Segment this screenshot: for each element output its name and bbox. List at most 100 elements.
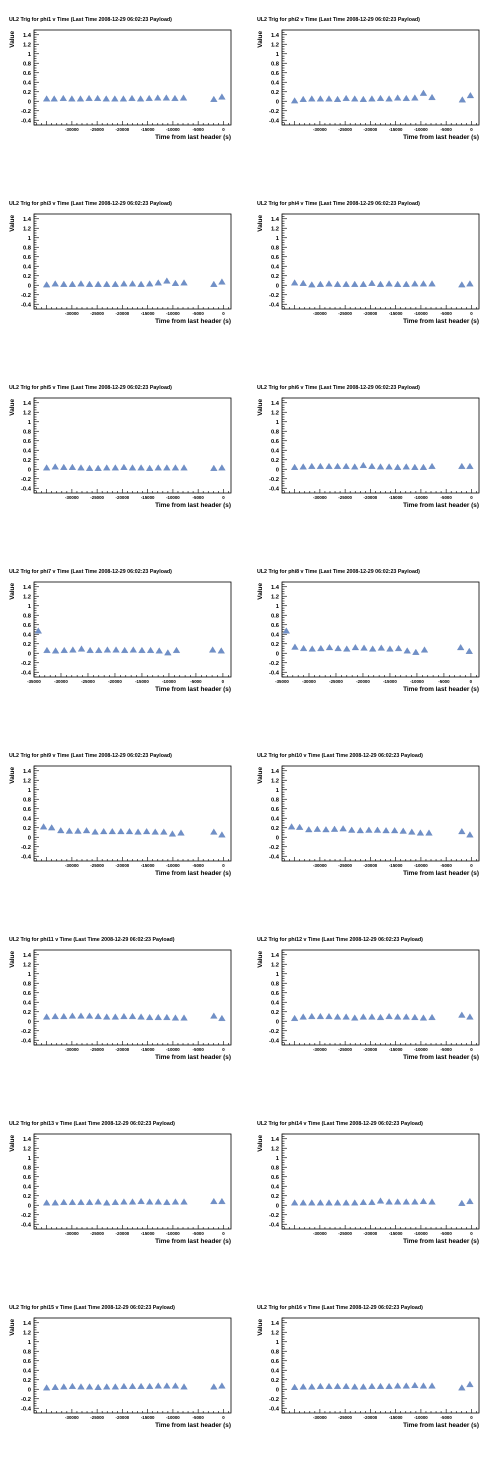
x-tick-label: -5000 <box>441 311 453 316</box>
data-point <box>43 646 51 653</box>
y-tick-label: -0.2 <box>269 1213 279 1219</box>
data-point <box>308 1383 316 1390</box>
data-point <box>316 95 325 102</box>
data-point <box>333 1013 342 1020</box>
x-axis-label: Time from last header (s) <box>155 1054 231 1061</box>
chart-panel: UL2 Trig for phi4 v Time (Last Time 2008… <box>248 184 496 368</box>
y-tick-label: 1.4 <box>23 769 32 775</box>
x-tick-label: 0 <box>222 1047 225 1052</box>
y-tick-label: 0.8 <box>23 1349 32 1355</box>
plot-frame <box>33 213 232 310</box>
data-point <box>91 828 99 835</box>
y-tick-label: 0.2 <box>23 458 31 464</box>
x-tick-label: -15000 <box>389 495 403 500</box>
x-tick-label: -35000 <box>27 679 41 684</box>
chart-svg: UL2 Trig for phi6 v Time (Last Time 2008… <box>257 385 480 509</box>
y-axis-label: Value <box>257 767 264 784</box>
x-tick-label: -20000 <box>116 863 130 868</box>
data-point <box>458 1199 466 1206</box>
data-point <box>43 464 51 471</box>
plot-frame <box>33 1317 232 1414</box>
y-tick-label: 0.8 <box>23 613 32 619</box>
data-point <box>376 1197 385 1204</box>
data-point <box>342 280 350 287</box>
data-point <box>103 1013 111 1020</box>
chart-panel: UL2 Trig for phi16 v Time (Last Time 200… <box>248 1288 496 1472</box>
data-point <box>179 94 188 101</box>
y-tick-label: 1 <box>276 52 280 58</box>
data-point <box>146 1382 154 1389</box>
data-point <box>60 463 68 470</box>
data-point <box>385 95 393 102</box>
y-axis-label: Value <box>257 1319 264 1336</box>
data-point <box>119 95 128 102</box>
y-tick-label: 0.6 <box>271 255 280 261</box>
y-tick-label: 1 <box>276 1156 280 1162</box>
data-point <box>348 826 356 833</box>
y-tick-label: -0.2 <box>21 1397 31 1403</box>
data-point <box>57 827 65 834</box>
data-point <box>466 280 474 287</box>
x-tick-label: 0 <box>222 863 225 868</box>
data-point <box>402 1198 410 1205</box>
data-point <box>103 280 111 287</box>
data-point <box>325 1013 333 1020</box>
x-tick-label: -25000 <box>338 1047 352 1052</box>
y-tick-label: 0.8 <box>271 1165 280 1171</box>
y-tick-label: 0 <box>276 1387 279 1393</box>
y-tick-label: 0 <box>28 1203 31 1209</box>
y-tick-label: -0.4 <box>21 118 32 124</box>
data-point <box>419 89 428 96</box>
data-point <box>218 1197 226 1204</box>
x-tick-label: -25000 <box>90 863 104 868</box>
data-point <box>51 647 60 654</box>
chart-svg: UL2 Trig for phi1 v Time (Last Time 2008… <box>9 17 232 141</box>
data-point <box>458 1384 466 1391</box>
y-tick-label: -0.4 <box>269 1038 280 1044</box>
x-tick-label: -15000 <box>141 863 155 868</box>
data-point <box>95 646 103 653</box>
x-tick-label: -5000 <box>441 1415 453 1420</box>
y-tick-label: 0.2 <box>271 826 279 832</box>
data-point <box>76 95 85 102</box>
y-tick-label: 0.6 <box>271 991 280 997</box>
x-tick-label: -30000 <box>313 311 327 316</box>
data-point <box>351 280 359 287</box>
data-point <box>402 463 410 470</box>
data-point <box>51 1199 59 1206</box>
y-tick-label: 0 <box>276 835 279 841</box>
data-point <box>428 1198 436 1205</box>
x-axis-label: Time from last header (s) <box>155 686 231 693</box>
data-point <box>146 1198 154 1205</box>
x-tick-label: -5000 <box>441 863 453 868</box>
y-tick-label: 0.6 <box>23 439 32 445</box>
chart-panel: UL2 Trig for phi3 v Time (Last Time 2008… <box>0 184 248 368</box>
x-tick-label: -30000 <box>65 495 79 500</box>
data-point <box>376 280 385 287</box>
data-point <box>394 94 402 101</box>
chart-title: UL2 Trig for phi12 v Time (Last Time 200… <box>257 937 423 943</box>
y-tick-label: 1.2 <box>23 226 31 232</box>
data-point <box>111 280 119 287</box>
y-tick-label: 0.6 <box>271 71 280 77</box>
data-point <box>425 829 433 836</box>
y-tick-label: 0.4 <box>271 1368 280 1374</box>
data-point <box>305 826 313 833</box>
data-point <box>394 280 402 287</box>
y-tick-label: 0 <box>276 651 279 657</box>
x-axis-label: Time from last header (s) <box>403 502 479 509</box>
data-point <box>154 464 162 471</box>
data-point <box>402 280 410 287</box>
y-tick-label: 0.4 <box>271 448 280 454</box>
data-point <box>419 1382 428 1389</box>
data-point <box>163 1382 171 1389</box>
y-tick-label: 0.6 <box>271 807 280 813</box>
y-tick-label: 0.4 <box>23 1368 32 1374</box>
y-axis-label: Value <box>9 1319 16 1336</box>
chart-panel: UL2 Trig for phi6 v Time (Last Time 2008… <box>248 368 496 552</box>
y-tick-label: 0.6 <box>23 1175 32 1181</box>
data-point <box>316 280 325 287</box>
y-tick-label: 0.8 <box>23 797 32 803</box>
data-point <box>351 1014 359 1021</box>
